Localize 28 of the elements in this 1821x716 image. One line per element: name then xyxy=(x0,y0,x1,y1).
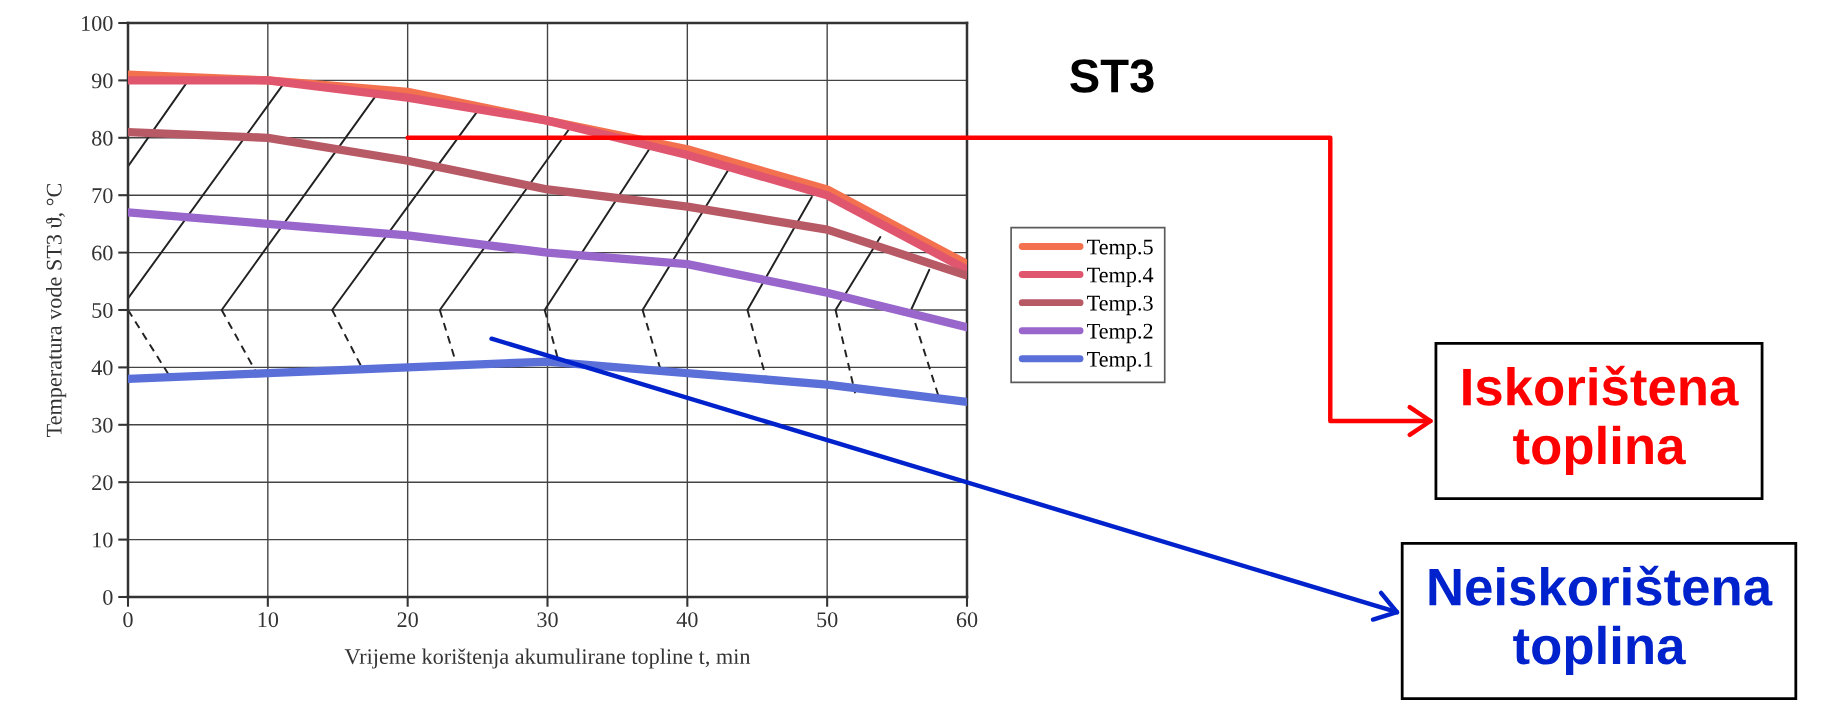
x-tick-label: 60 xyxy=(956,612,978,628)
x-tick-label: 20 xyxy=(397,612,418,628)
text: Neiskorištena toplina xyxy=(1429,565,1773,675)
x-tick-label: 30 xyxy=(537,612,558,628)
y-tick-label: 70 xyxy=(92,188,113,204)
y-tick-label: 100 xyxy=(82,15,113,31)
legend-label: Temp.3 xyxy=(1087,295,1153,316)
y-tick-label: 20 xyxy=(92,475,113,491)
legend-label: Temp.2 xyxy=(1087,323,1153,344)
y-tick-label: 40 xyxy=(91,360,113,376)
x-axis-title: Vrijeme korištenja akumulirane topline t, min xyxy=(344,648,751,669)
y-tick-label: 30 xyxy=(92,417,113,433)
y-tick-label: 90 xyxy=(91,73,113,89)
text: Iskorištena toplina xyxy=(1463,365,1739,475)
x-tick-label: 10 xyxy=(258,612,279,628)
legend-label: Temp.5 xyxy=(1087,239,1153,260)
y-axis-title: Temperatura vode ST3 ϑ, °C xyxy=(46,183,67,437)
y-tick-label: 80 xyxy=(92,130,113,146)
legend-label: Temp.1 xyxy=(1087,351,1153,372)
y-tick-label: 0 xyxy=(103,589,113,605)
legend-label: Temp.4 xyxy=(1087,267,1154,288)
y-tick-label: 60 xyxy=(92,245,113,261)
x-tick-label: 0 xyxy=(123,612,133,628)
y-tick-label: 50 xyxy=(92,302,113,318)
text: ST3 xyxy=(1070,59,1154,93)
y-tick-label: 10 xyxy=(93,532,113,548)
x-tick-label: 40 xyxy=(676,612,698,628)
x-tick-label: 50 xyxy=(817,612,838,628)
